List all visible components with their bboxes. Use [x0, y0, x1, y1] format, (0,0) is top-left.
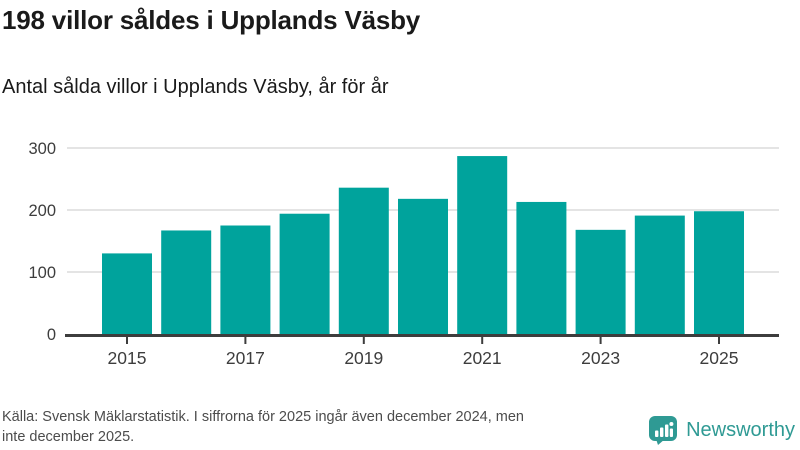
- bar-chart-svg: 0 100 200 300 2015 2017 2019 2021 2023 2025: [28, 140, 779, 368]
- x-tick-label-2015: 2015: [108, 348, 147, 368]
- y-tick-label-0: 0: [47, 326, 56, 344]
- x-tick-label-2019: 2019: [344, 348, 383, 368]
- bar-2017: [220, 225, 271, 334]
- bar-2022: [516, 201, 567, 334]
- bar-2025: [694, 211, 744, 334]
- bar-2024: [634, 215, 685, 334]
- bar-2016: [161, 230, 212, 334]
- source-note: Källa: Svensk Mäklarstatistik. I siffror…: [2, 408, 647, 447]
- bar-chart-speech-bubble-icon: [649, 416, 678, 445]
- bar-2020: [398, 198, 448, 334]
- source-note-line-2: inte december 2025.: [2, 428, 135, 445]
- y-tick-label-100: 100: [28, 264, 56, 282]
- x-tick-label-2023: 2023: [581, 348, 620, 368]
- bar-2023: [575, 229, 626, 334]
- x-tick-label-2021: 2021: [463, 348, 502, 368]
- bar-2018: [279, 213, 330, 334]
- x-tick-label-2017: 2017: [226, 348, 265, 368]
- bar-2021: [457, 156, 508, 334]
- y-tick-label-200: 200: [28, 202, 56, 220]
- chart-subtitle: Antal sålda villor i Upplands Väsby, år …: [2, 76, 389, 98]
- x-tick-label-2025: 2025: [700, 348, 739, 368]
- bar-2019: [338, 187, 389, 334]
- y-tick-label-300: 300: [28, 140, 56, 158]
- source-note-line-1: Källa: Svensk Mäklarstatistik. I siffror…: [2, 409, 524, 425]
- page-title: 198 villor såldes i Upplands Väsby: [2, 5, 421, 35]
- bar-2015: [102, 253, 152, 334]
- bar-chart: 0 100 200 300 2015 2017 2019 2021 2023 2025: [0, 128, 800, 378]
- newsworthy-logo: Newsworthy: [648, 415, 795, 445]
- newsworthy-logo-text: Newsworthy: [686, 418, 795, 441]
